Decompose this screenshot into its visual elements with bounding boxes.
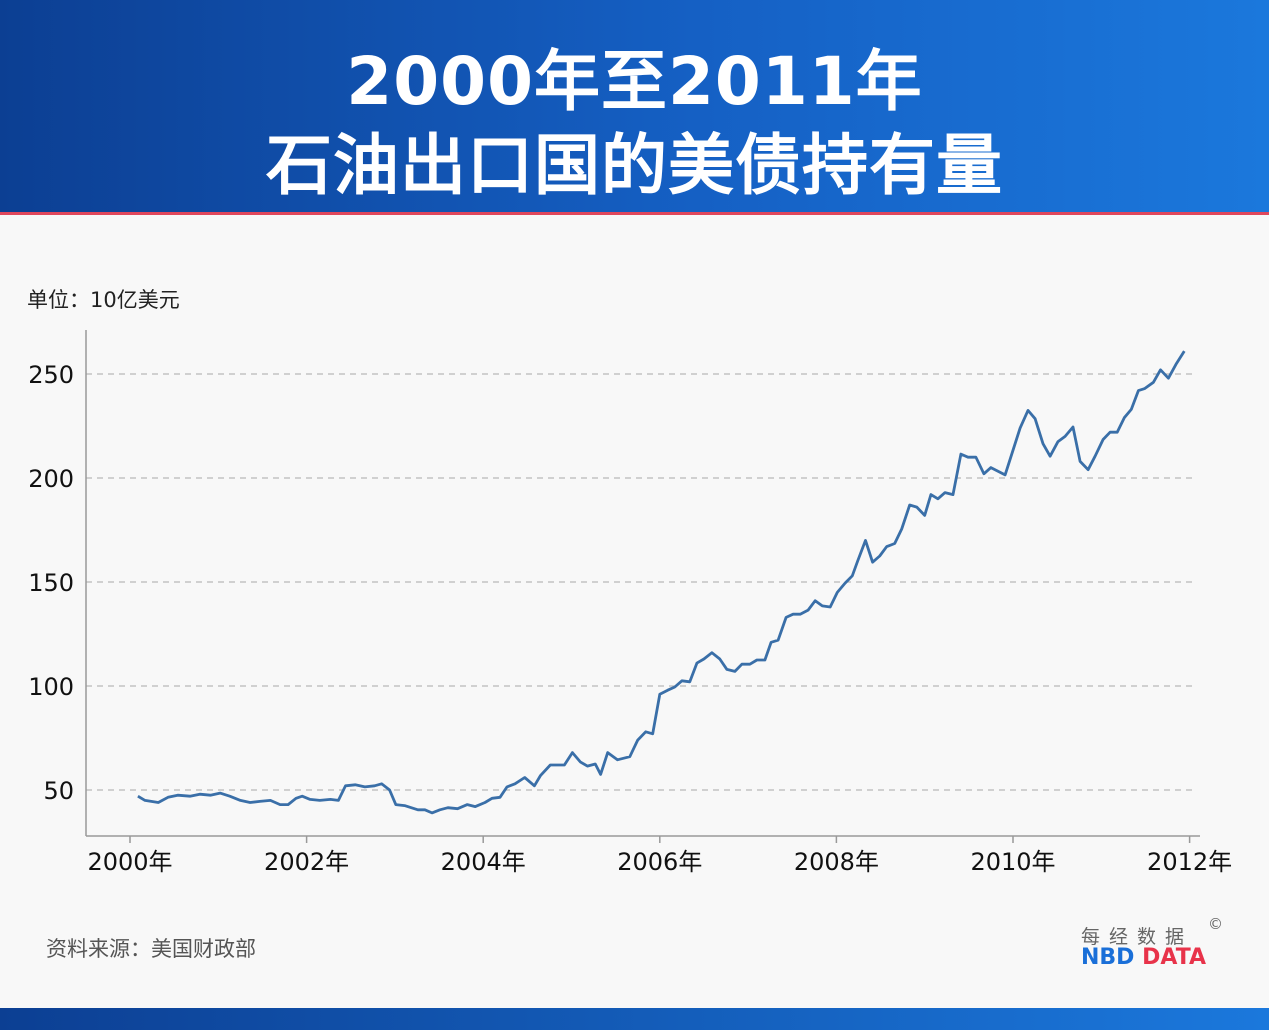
- header-banner: 2000年至2011年 石油出口国的美债持有量: [0, 0, 1269, 215]
- logo-nbd: NBD: [1081, 945, 1135, 970]
- chart-title-line2: 石油出口国的美债持有量: [266, 127, 1003, 204]
- header-divider: [0, 212, 1269, 215]
- logo-cn: 每经数据: [1081, 926, 1194, 948]
- x-tick-label: 2008年: [794, 848, 879, 876]
- x-tick-label: 2012年: [1147, 848, 1232, 876]
- x-tick-label: 2002年: [264, 848, 349, 876]
- y-tick-label: 200: [28, 465, 74, 493]
- source-note: 资料来源：美国财政部: [46, 937, 256, 961]
- x-tick-label: 2004年: [441, 848, 526, 876]
- y-tick-label: 150: [28, 569, 74, 597]
- footer-band: [0, 1008, 1269, 1030]
- chart-title-line1: 2000年至2011年: [346, 43, 923, 120]
- x-tick-label: 2006年: [617, 848, 702, 876]
- y-tick-label: 250: [28, 361, 74, 389]
- unit-label: 单位：10亿美元: [27, 288, 180, 312]
- x-tick-label: 2010年: [970, 848, 1055, 876]
- y-tick-label: 100: [28, 673, 74, 701]
- nbd-data-logo: NBD DATA: [1081, 945, 1206, 970]
- x-tick-label: 2000年: [87, 848, 172, 876]
- data-line: [137, 350, 1186, 815]
- logo-data: DATA: [1142, 945, 1207, 970]
- copyright-icon: ©: [1208, 915, 1223, 933]
- y-tick-label: 50: [43, 777, 74, 805]
